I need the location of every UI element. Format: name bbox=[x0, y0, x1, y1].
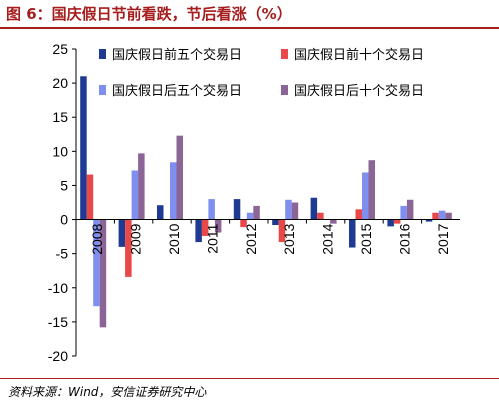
bar bbox=[138, 153, 145, 220]
legend-swatch bbox=[281, 49, 288, 59]
legend-label: 国庆假日前五个交易日 bbox=[112, 47, 242, 63]
bar bbox=[80, 76, 87, 220]
bar bbox=[86, 174, 94, 220]
bar bbox=[355, 209, 362, 220]
legend-swatch bbox=[99, 85, 106, 95]
y-tick-label: -10 bbox=[48, 280, 68, 296]
bar bbox=[233, 199, 241, 220]
bar bbox=[310, 197, 318, 220]
x-tick-label: 2016 bbox=[396, 223, 412, 254]
bar bbox=[291, 202, 299, 220]
series-2 bbox=[86, 174, 439, 277]
y-tick-label: -15 bbox=[48, 314, 68, 330]
y-tick-label: 10 bbox=[52, 143, 68, 159]
x-tick-label: 2009 bbox=[128, 223, 144, 254]
series-3 bbox=[93, 162, 446, 307]
source-rule bbox=[0, 378, 499, 379]
x-tick-label: 2010 bbox=[166, 223, 182, 254]
y-tick-label: 25 bbox=[52, 41, 68, 57]
x-tick-label: 2008 bbox=[89, 223, 105, 254]
bar bbox=[330, 219, 337, 224]
series-4 bbox=[99, 135, 452, 328]
bar bbox=[285, 199, 292, 220]
legend-item: 国庆假日前十个交易日 bbox=[281, 47, 424, 63]
x-tick-label: 2013 bbox=[281, 223, 297, 254]
x-tick-label: 2015 bbox=[358, 223, 374, 254]
source-note: 资料来源：Wind，安信证券研究中心 bbox=[8, 385, 207, 399]
bars bbox=[80, 76, 452, 328]
y-tick-label: 5 bbox=[60, 177, 68, 193]
bar bbox=[176, 135, 183, 220]
bar bbox=[99, 219, 107, 328]
bar bbox=[278, 219, 286, 243]
y-tick-label: -5 bbox=[56, 246, 69, 262]
bar bbox=[387, 219, 394, 227]
bar bbox=[208, 199, 215, 220]
bar bbox=[445, 212, 452, 220]
legend-item: 国庆假日后十个交易日 bbox=[281, 83, 424, 99]
bar bbox=[131, 170, 139, 220]
y-tick-label: -20 bbox=[48, 348, 68, 364]
bar bbox=[246, 212, 254, 220]
title-rule bbox=[0, 27, 499, 29]
y-tick-label: 15 bbox=[52, 109, 68, 125]
bar bbox=[362, 172, 369, 220]
bar bbox=[157, 205, 164, 220]
bar bbox=[317, 212, 324, 220]
x-axis: 2008 2009 2010 2011 2012 2013 2014 2015 2016 2017 bbox=[75, 219, 460, 255]
x-tick-label: 2011 bbox=[204, 223, 220, 253]
bar bbox=[93, 219, 100, 307]
bar bbox=[118, 219, 126, 247]
x-tick-label: 2012 bbox=[243, 223, 259, 254]
bar bbox=[406, 199, 414, 220]
bar bbox=[253, 205, 260, 220]
bar bbox=[201, 219, 209, 236]
figure-title: 图 6：国庆假日节前看跌，节后看涨（%） bbox=[6, 5, 292, 23]
bar bbox=[438, 210, 446, 220]
y-axis: -20 -15 -10 -5 0 5 10 15 20 25 bbox=[48, 41, 77, 364]
bar bbox=[400, 205, 407, 220]
x-tick-label: 2017 bbox=[435, 223, 451, 254]
legend-item: 国庆假日后五个交易日 bbox=[99, 83, 242, 99]
bar bbox=[432, 212, 439, 220]
legend-swatch bbox=[99, 49, 106, 59]
bar bbox=[195, 219, 202, 243]
legend-item: 国庆假日前五个交易日 bbox=[99, 47, 242, 63]
x-tick-label: 2014 bbox=[320, 223, 336, 254]
legend-label: 国庆假日前十个交易日 bbox=[294, 47, 424, 63]
legend-swatch bbox=[281, 85, 288, 95]
legend-label: 国庆假日后五个交易日 bbox=[112, 83, 242, 99]
bar bbox=[170, 162, 177, 220]
legend-label: 国庆假日后十个交易日 bbox=[294, 83, 424, 99]
bar bbox=[425, 219, 433, 222]
bar bbox=[272, 219, 279, 226]
y-tick-label: 0 bbox=[60, 212, 68, 228]
bar bbox=[125, 219, 132, 277]
y-tick-label: 20 bbox=[52, 75, 68, 91]
bar bbox=[349, 219, 356, 248]
bar bbox=[368, 160, 375, 220]
bar bbox=[214, 219, 222, 233]
series-1 bbox=[80, 76, 433, 248]
bar bbox=[240, 219, 247, 228]
bar bbox=[393, 219, 401, 224]
